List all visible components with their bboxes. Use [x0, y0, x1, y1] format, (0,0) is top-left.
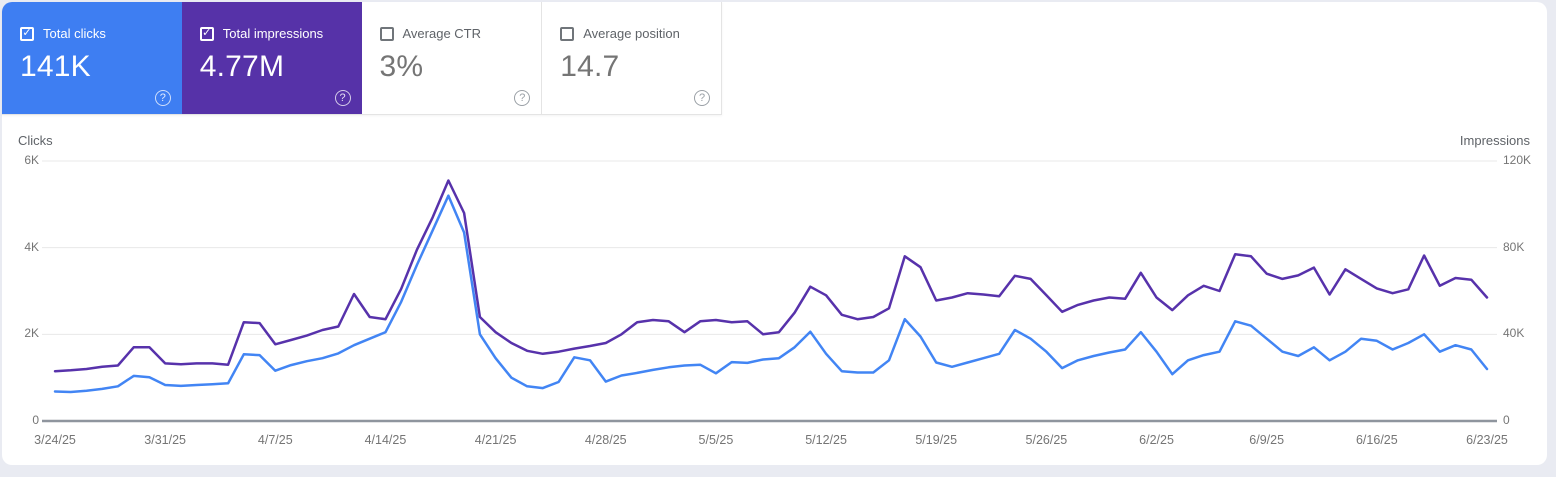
total-clicks-checkbox[interactable]: ✓: [20, 26, 34, 41]
performance-line-chart[interactable]: [2, 2, 1547, 465]
metric-label: Total impressions: [222, 26, 324, 41]
y-axis-right-tick: 120K: [1503, 153, 1532, 167]
x-axis-date-tick: 6/2/25: [1139, 433, 1174, 447]
metric-value: 141K: [20, 50, 91, 83]
x-axis-date-tick: 6/16/25: [1355, 433, 1398, 447]
x-axis-date-tick: 6/23/25: [1466, 433, 1508, 447]
metric-tile-total-clicks[interactable]: ✓ Total clicks 141K ?: [2, 2, 182, 114]
x-axis-date-tick: 5/12/25: [805, 433, 847, 447]
x-axis-date-tick: 4/21/25: [474, 433, 517, 447]
performance-report-card: ✓ Total clicks 141K ? ✓ Total impression…: [2, 2, 1547, 465]
metric-tile-total-impressions[interactable]: ✓ Total impressions 4.77M ?: [181, 2, 362, 114]
y-axis-left-tick: 6K: [24, 153, 39, 167]
x-axis-date-tick: 5/19/25: [915, 433, 958, 447]
help-icon[interactable]: ?: [334, 90, 351, 106]
x-axis-date-tick: 3/24/25: [34, 433, 76, 447]
average-ctr-checkbox[interactable]: [379, 26, 394, 41]
metric-value: 4.77M: [199, 50, 285, 83]
right-axis-title: Impressions: [1459, 133, 1530, 148]
metric-tile-average-position[interactable]: Average position 14.7 ?: [541, 2, 721, 114]
metric-tiles-strip: ✓ Total clicks 141K ? ✓ Total impression…: [2, 2, 722, 115]
x-axis-date-tick: 4/14/25: [364, 433, 407, 447]
x-axis-date-tick: 6/9/25: [1249, 433, 1285, 447]
y-axis-right-tick: 80K: [1503, 239, 1525, 254]
metric-label: Average position: [583, 26, 680, 41]
y-axis-right-tick: 0: [1503, 413, 1510, 427]
metric-value: 3%: [379, 50, 424, 83]
metric-label: Average CTR: [402, 26, 482, 41]
metric-label: Total clicks: [43, 26, 106, 41]
help-icon[interactable]: ?: [154, 90, 171, 106]
y-axis-right-tick: 40K: [1503, 326, 1525, 341]
average-position-checkbox[interactable]: [560, 26, 575, 41]
y-axis-left-tick: 4K: [24, 239, 39, 254]
x-axis-date-tick: 4/7/25: [257, 433, 293, 447]
metric-value: 14.7: [560, 50, 620, 83]
x-axis-date-tick: 5/26/25: [1025, 433, 1068, 447]
help-icon[interactable]: ?: [694, 90, 710, 106]
total-impressions-checkbox[interactable]: ✓: [199, 26, 214, 41]
metric-tile-average-ctr[interactable]: Average CTR 3% ?: [361, 2, 542, 114]
left-axis-title: Clicks: [18, 133, 53, 148]
x-axis-date-tick: 3/31/25: [144, 433, 186, 447]
y-axis-left-tick: 2K: [24, 326, 39, 341]
x-axis-date-tick: 4/28/25: [584, 433, 627, 447]
clicks-line[interactable]: [53, 194, 1489, 394]
y-axis-left-tick: 0: [32, 413, 39, 427]
help-icon[interactable]: ?: [514, 90, 531, 106]
x-axis-date-tick: 5/5/25: [698, 433, 734, 447]
impressions-line[interactable]: [53, 179, 1489, 373]
